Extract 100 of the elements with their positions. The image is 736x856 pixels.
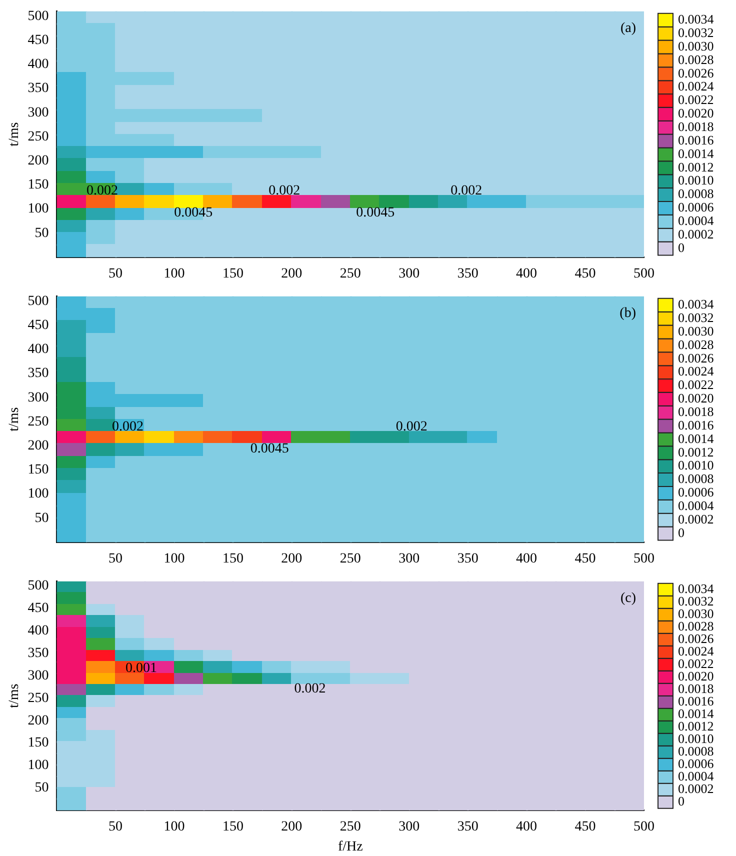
x-tick-label: 200 <box>281 819 302 834</box>
color-bar-label: 0 <box>678 524 684 540</box>
color-bar-label: 0.0020 <box>678 668 714 684</box>
annotation: 0.002 <box>112 419 144 434</box>
y-tick-label: 150 <box>28 178 49 193</box>
y-tick-label: 250 <box>28 129 49 144</box>
x-axis-title: f/Hz <box>338 839 363 854</box>
y-tick-label: 300 <box>28 105 49 120</box>
color-bar-label: 0.0026 <box>678 631 714 646</box>
color-bar-label: 0.0004 <box>678 768 714 784</box>
color-bar-label: 0.0008 <box>678 186 714 202</box>
x-tick-label: 200 <box>281 266 302 282</box>
x-tick-label: 150 <box>222 551 244 566</box>
annotation: 0.002 <box>294 682 326 697</box>
y-tick-label: 500 <box>28 578 49 594</box>
color-bar-label: 0.0002 <box>678 781 714 796</box>
x-tick-label: 500 <box>634 819 654 834</box>
color-bar-label: 0.0018 <box>678 119 714 134</box>
y-tick-label: 250 <box>28 690 49 706</box>
y-tick-label: 500 <box>28 294 49 309</box>
annotation: 0.002 <box>268 184 300 199</box>
x-tick-label: 50 <box>108 819 123 834</box>
x-tick-label: 450 <box>574 551 596 566</box>
color-bar-label: 0.0002 <box>678 511 714 526</box>
x-tick-label: 250 <box>340 819 361 834</box>
x-tick-label: 300 <box>398 551 420 566</box>
y-tick-label: 450 <box>28 601 49 616</box>
x-tick-label: 200 <box>281 551 302 566</box>
y-tick-label: 350 <box>28 646 49 661</box>
color-bar-label: 0.0010 <box>678 731 714 746</box>
y-tick-label: 400 <box>28 57 49 72</box>
y-tick-label: 300 <box>28 668 49 684</box>
color-bar-label: 0.0018 <box>678 681 714 696</box>
color-bar-label: 0 <box>678 240 684 255</box>
annotation: 0.002 <box>396 419 428 434</box>
y-tick-label: 400 <box>28 623 49 638</box>
y-axis-title: t/ms <box>7 684 22 708</box>
color-bar-label: 0.0004 <box>678 213 714 228</box>
y-tick-label: 50 <box>34 510 49 526</box>
x-tick-label: 450 <box>574 819 596 834</box>
x-tick-label: 100 <box>164 266 185 282</box>
x-tick-label: 350 <box>457 819 478 834</box>
x-tick-label: 250 <box>340 266 361 282</box>
y-tick-label: 100 <box>28 758 49 774</box>
x-tick-label: 300 <box>398 266 420 282</box>
x-tick-label: 450 <box>574 266 596 282</box>
x-tick-label: 500 <box>634 266 654 282</box>
color-bar-label: 0.0034 <box>678 12 714 27</box>
x-tick-label: 400 <box>516 266 538 282</box>
x-tick-label: 150 <box>222 819 244 834</box>
y-axis-title: t/ms <box>7 407 22 432</box>
x-tick-label: 250 <box>340 551 361 566</box>
x-tick-label: 100 <box>164 819 185 834</box>
y-tick-label: 350 <box>28 81 49 96</box>
color-bar-label: 0.0030 <box>678 606 714 622</box>
y-tick-label: 50 <box>34 780 49 796</box>
x-tick-label: 300 <box>398 819 420 834</box>
color-bar-label: 0.0012 <box>678 718 714 734</box>
y-axis-title: t/ms <box>7 122 22 146</box>
y-tick-label: 250 <box>28 414 49 430</box>
color-bar-label: 0.0028 <box>678 618 714 634</box>
annotation: (a) <box>620 21 636 36</box>
color-bar-label: 0.0016 <box>678 132 714 148</box>
x-tick-label: 150 <box>222 266 244 282</box>
color-bar-label: 0.0012 <box>678 444 714 460</box>
color-bar-label: 0.0034 <box>678 296 714 312</box>
color-bar-label: 0.0030 <box>678 323 714 338</box>
color-bar-label: 0.0010 <box>678 458 714 473</box>
y-tick-label: 150 <box>28 736 49 751</box>
color-bar-label: 0.0016 <box>678 694 714 709</box>
color-bar-label: 0.0014 <box>678 430 714 446</box>
color-bar-label: 0.0032 <box>678 310 714 325</box>
x-tick-label: 400 <box>516 819 538 834</box>
color-bar-label: 0.0026 <box>678 350 714 366</box>
color-bar-label: 0.0026 <box>678 65 714 80</box>
x-tick-label: 350 <box>457 551 478 566</box>
x-tick-label: 50 <box>108 266 123 282</box>
color-bar-label: 0.0012 <box>678 159 714 174</box>
x-tick-label: 350 <box>457 266 478 282</box>
color-bar-label: 0.0020 <box>678 390 714 406</box>
color-bar-label: 0.0030 <box>678 38 714 54</box>
x-tick-label: 500 <box>634 551 654 566</box>
y-tick-label: 100 <box>28 486 49 502</box>
color-bar-label: 0.0028 <box>678 336 714 352</box>
annotation: 0.0045 <box>250 441 289 456</box>
annotation: (c) <box>620 591 636 606</box>
color-bar-label: 0.0024 <box>678 644 714 659</box>
color-bar-label: 0.0018 <box>678 404 714 420</box>
color-bar-label: 0.0020 <box>678 106 714 121</box>
color-bar-label: 0.0032 <box>678 594 714 609</box>
color-bar-label: 0.0006 <box>678 484 714 500</box>
color-bar-label: 0.0022 <box>678 656 714 672</box>
color-bar-label: 0.0034 <box>678 581 714 596</box>
annotation: 0.0045 <box>174 206 213 221</box>
annotation: 0.0045 <box>356 206 395 221</box>
color-bar-label: 0.0014 <box>678 706 714 722</box>
y-tick-label: 150 <box>28 462 49 478</box>
color-bar-label: 0.0022 <box>678 92 714 108</box>
y-tick-label: 300 <box>28 390 49 406</box>
annotation: 0.002 <box>450 184 482 199</box>
